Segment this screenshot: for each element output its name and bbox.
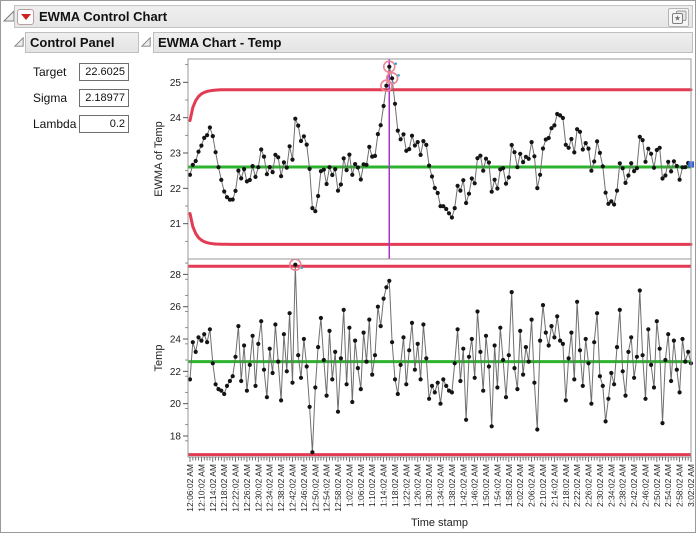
svg-text:22: 22: [170, 367, 182, 378]
temp-control-limits: [188, 264, 691, 457]
svg-text:12:18:02 AM: 12:18:02 AM: [219, 464, 229, 512]
chart-region[interactable]: 21 22 23 24 25 18 20 22 24 26 28 EWMA of Temp Temp 12…: [151, 54, 696, 533]
svg-text:2:14:02 AM: 2:14:02 AM: [549, 464, 559, 507]
control-panel-title: Control Panel: [30, 35, 115, 50]
svg-text:EWMA of Temp: EWMA of Temp: [153, 121, 165, 197]
temp-series-points[interactable]: [187, 262, 694, 455]
axes[interactable]: 21 22 23 24 25 18 20 22 24 26 28 EWMA of Temp Temp: [153, 64, 188, 443]
svg-text:2:34:02 AM: 2:34:02 AM: [606, 464, 616, 507]
svg-text:18: 18: [170, 431, 182, 442]
svg-text:24: 24: [170, 335, 182, 346]
svg-text:1:02:02 AM: 1:02:02 AM: [344, 464, 354, 507]
svg-text:1:10:02 AM: 1:10:02 AM: [367, 464, 377, 507]
target-label: Target: [33, 65, 67, 79]
plot-frames: [187, 58, 692, 458]
svg-text:1:14:02 AM: 1:14:02 AM: [379, 464, 389, 507]
svg-text:12:54:02 AM: 12:54:02 AM: [322, 464, 332, 512]
svg-text:1:42:02 AM: 1:42:02 AM: [458, 464, 468, 507]
svg-text:1:18:02 AM: 1:18:02 AM: [390, 464, 400, 507]
ewma-series-points[interactable]: [187, 64, 694, 220]
svg-text:Temp: Temp: [153, 345, 165, 372]
svg-text:2:58:02 AM: 2:58:02 AM: [675, 464, 685, 507]
chart-panel-header[interactable]: EWMA Chart - Temp: [153, 32, 693, 53]
svg-text:2:18:02 AM: 2:18:02 AM: [561, 464, 571, 507]
svg-text:2:38:02 AM: 2:38:02 AM: [618, 464, 628, 507]
target-input[interactable]: [79, 63, 129, 81]
svg-text:12:22:02 AM: 12:22:02 AM: [231, 464, 241, 512]
svg-text:1:50:02 AM: 1:50:02 AM: [481, 464, 491, 507]
svg-text:1:30:02 AM: 1:30:02 AM: [424, 464, 434, 507]
svg-text:2:10:02 AM: 2:10:02 AM: [538, 464, 548, 507]
lambda-field-row: Lambda: [33, 115, 129, 133]
svg-text:12:42:02 AM: 12:42:02 AM: [287, 464, 297, 512]
ewma-and-temp-charts[interactable]: 21 22 23 24 25 18 20 22 24 26 28 EWMA of Temp Temp 12…: [151, 54, 696, 533]
svg-text:1:54:02 AM: 1:54:02 AM: [492, 464, 502, 507]
svg-text:1:46:02 AM: 1:46:02 AM: [470, 464, 480, 507]
svg-text:1:34:02 AM: 1:34:02 AM: [436, 464, 446, 507]
lambda-label: Lambda: [33, 117, 77, 131]
time-axis[interactable]: 12:06:02 AM 12:10:02 AM 12:14:02 AM 12:18:0…: [185, 457, 696, 529]
svg-text:2:50:02 AM: 2:50:02 AM: [652, 464, 662, 507]
svg-text:3:02:02 AM: 3:02:02 AM: [686, 464, 696, 507]
svg-text:24: 24: [170, 113, 182, 124]
svg-text:12:38:02 AM: 12:38:02 AM: [276, 464, 286, 512]
chart-panel-title: EWMA Chart - Temp: [158, 35, 282, 50]
svg-text:2:02:02 AM: 2:02:02 AM: [515, 464, 525, 507]
target-field-row: Target: [33, 63, 129, 81]
svg-text:2:54:02 AM: 2:54:02 AM: [663, 464, 673, 507]
svg-text:20: 20: [170, 399, 182, 410]
svg-text:2:26:02 AM: 2:26:02 AM: [584, 464, 594, 507]
window-layout-button[interactable]: [668, 8, 689, 27]
control-panel-disclosure-icon[interactable]: [14, 37, 24, 47]
svg-text:12:14:02 AM: 12:14:02 AM: [208, 464, 218, 512]
sigma-label: Sigma: [33, 91, 68, 105]
svg-text:25: 25: [170, 78, 182, 89]
svg-text:2:42:02 AM: 2:42:02 AM: [629, 464, 639, 507]
svg-text:2:22:02 AM: 2:22:02 AM: [572, 464, 582, 507]
svg-text:1:26:02 AM: 1:26:02 AM: [413, 464, 423, 507]
svg-text:22: 22: [170, 184, 182, 195]
svg-text:2:46:02 AM: 2:46:02 AM: [640, 464, 650, 507]
svg-text:1:06:02 AM: 1:06:02 AM: [356, 464, 366, 507]
svg-text:2:06:02 AM: 2:06:02 AM: [527, 464, 537, 507]
lambda-input[interactable]: [79, 115, 129, 133]
out-of-control-markers[interactable]: [289, 60, 400, 271]
svg-text:12:30:02 AM: 12:30:02 AM: [253, 464, 263, 512]
svg-text:12:26:02 AM: 12:26:02 AM: [242, 464, 252, 512]
svg-text:12:06:02 AM: 12:06:02 AM: [185, 464, 195, 512]
svg-text:23: 23: [170, 148, 182, 159]
red-triangle-menu-button[interactable]: [17, 8, 34, 25]
ewma-control-limits: [188, 88, 693, 246]
x-axis-title: Time stamp: [411, 517, 468, 529]
report-title-bar: EWMA Control Chart: [14, 5, 693, 28]
report-title: EWMA Control Chart: [39, 9, 168, 24]
svg-text:2:30:02 AM: 2:30:02 AM: [595, 464, 605, 507]
control-panel-header[interactable]: Control Panel: [25, 32, 139, 53]
svg-text:12:46:02 AM: 12:46:02 AM: [299, 464, 309, 512]
svg-text:12:58:02 AM: 12:58:02 AM: [333, 464, 343, 512]
svg-text:1:38:02 AM: 1:38:02 AM: [447, 464, 457, 507]
svg-text:21: 21: [170, 219, 182, 230]
svg-text:1:22:02 AM: 1:22:02 AM: [401, 464, 411, 507]
sigma-input[interactable]: [79, 89, 129, 107]
chart-panel-disclosure-icon[interactable]: [141, 37, 151, 47]
svg-text:26: 26: [170, 302, 182, 313]
svg-text:1:58:02 AM: 1:58:02 AM: [504, 464, 514, 507]
svg-text:12:10:02 AM: 12:10:02 AM: [196, 464, 206, 512]
red-triangle-icon: [20, 13, 31, 20]
svg-text:12:50:02 AM: 12:50:02 AM: [310, 464, 320, 512]
svg-text:28: 28: [170, 270, 182, 281]
layered-star-icon: [671, 10, 686, 24]
sigma-field-row: Sigma: [33, 89, 129, 107]
svg-text:12:34:02 AM: 12:34:02 AM: [265, 464, 275, 512]
